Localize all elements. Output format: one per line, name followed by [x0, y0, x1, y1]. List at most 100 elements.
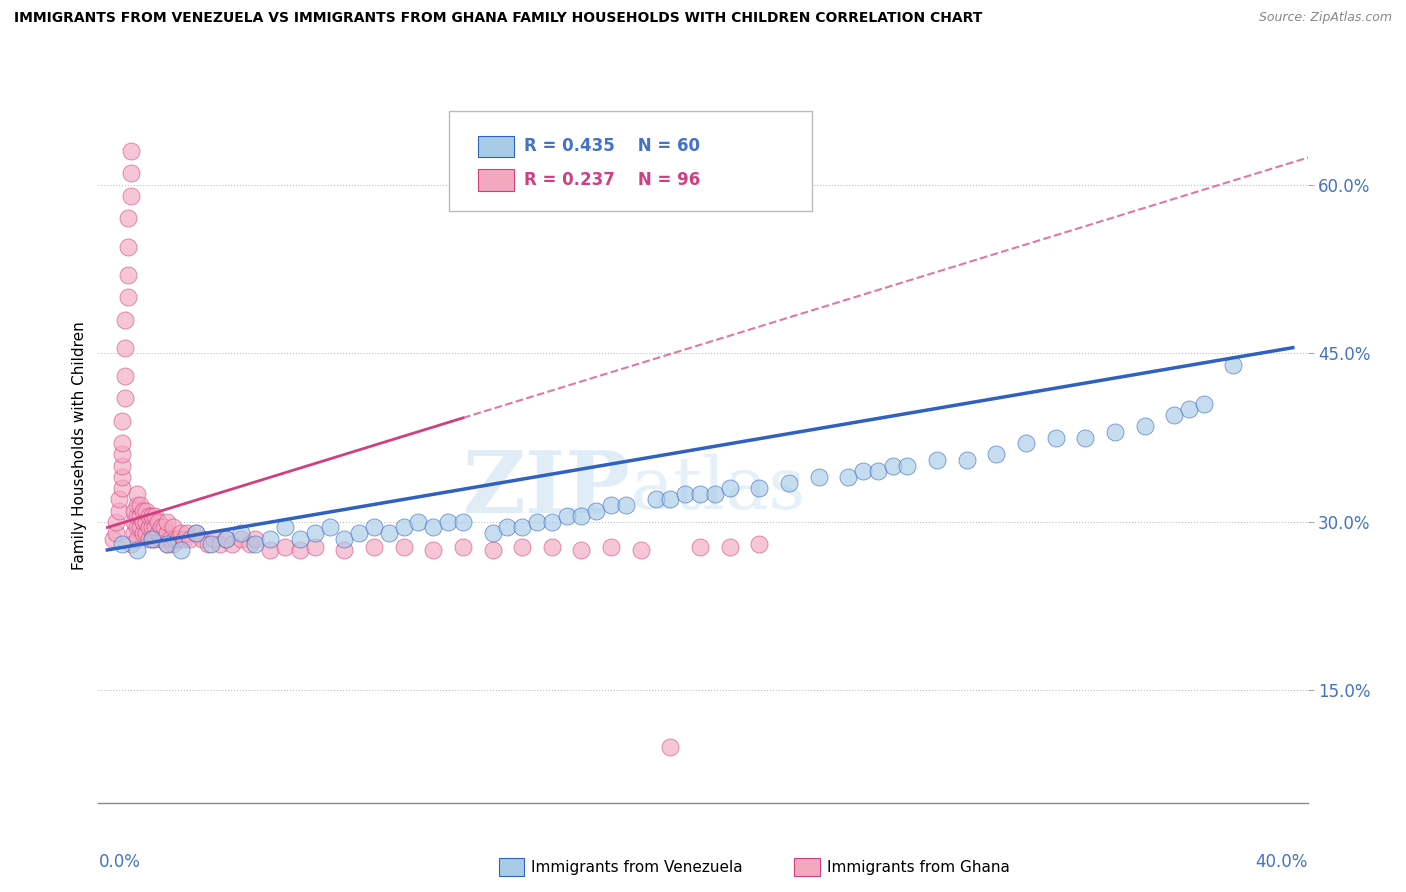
- Point: [155, 537, 177, 551]
- Point: [143, 520, 166, 534]
- Point: [1222, 358, 1244, 372]
- Point: [510, 540, 533, 554]
- Point: [111, 537, 134, 551]
- Point: [1133, 419, 1156, 434]
- Point: [422, 520, 444, 534]
- Point: [288, 543, 311, 558]
- Bar: [478, 169, 515, 191]
- Point: [141, 532, 163, 546]
- Point: [197, 537, 219, 551]
- Point: [748, 537, 770, 551]
- Point: [215, 532, 238, 546]
- Point: [141, 532, 163, 546]
- Point: [837, 470, 859, 484]
- Point: [114, 391, 136, 405]
- Point: [1192, 397, 1215, 411]
- Point: [125, 498, 148, 512]
- Point: [927, 453, 949, 467]
- Point: [600, 498, 623, 512]
- Point: [111, 458, 134, 473]
- Point: [555, 509, 578, 524]
- Point: [146, 515, 169, 529]
- Point: [152, 520, 174, 534]
- Point: [120, 189, 142, 203]
- Point: [363, 540, 385, 554]
- Point: [149, 532, 172, 546]
- Point: [143, 532, 166, 546]
- Point: [274, 540, 297, 554]
- Point: [229, 526, 252, 541]
- Point: [318, 520, 340, 534]
- Point: [1074, 431, 1097, 445]
- Point: [689, 487, 711, 501]
- Point: [155, 515, 177, 529]
- Point: [1015, 436, 1038, 450]
- Point: [239, 537, 262, 551]
- Point: [703, 487, 725, 501]
- Point: [117, 290, 139, 304]
- Point: [108, 492, 131, 507]
- Point: [1045, 431, 1067, 445]
- Point: [120, 166, 142, 180]
- Text: Source: ZipAtlas.com: Source: ZipAtlas.com: [1258, 11, 1392, 24]
- Point: [451, 540, 474, 554]
- Text: IMMIGRANTS FROM VENEZUELA VS IMMIGRANTS FROM GHANA FAMILY HOUSEHOLDS WITH CHILDR: IMMIGRANTS FROM VENEZUELA VS IMMIGRANTS …: [14, 11, 983, 25]
- Point: [200, 537, 222, 551]
- Text: R = 0.237    N = 96: R = 0.237 N = 96: [524, 171, 700, 189]
- Point: [956, 453, 979, 467]
- Point: [208, 537, 231, 551]
- Point: [111, 481, 134, 495]
- Point: [173, 532, 195, 546]
- Point: [526, 515, 548, 529]
- Point: [866, 464, 889, 478]
- Text: Immigrants from Venezuela: Immigrants from Venezuela: [531, 860, 744, 874]
- Point: [392, 540, 415, 554]
- Point: [114, 312, 136, 326]
- Point: [111, 447, 134, 461]
- Point: [122, 515, 145, 529]
- Point: [120, 537, 142, 551]
- Point: [111, 414, 134, 428]
- Point: [170, 526, 193, 541]
- Point: [215, 532, 238, 546]
- Point: [103, 532, 125, 546]
- Point: [659, 739, 682, 754]
- Point: [274, 520, 297, 534]
- Point: [481, 543, 503, 558]
- Point: [288, 532, 311, 546]
- Point: [673, 487, 696, 501]
- Point: [122, 503, 145, 517]
- Point: [117, 239, 139, 253]
- Point: [152, 532, 174, 546]
- Point: [571, 509, 593, 524]
- Point: [111, 470, 134, 484]
- Point: [132, 515, 155, 529]
- Point: [125, 520, 148, 534]
- Text: atlas: atlas: [630, 453, 806, 524]
- Point: [481, 526, 503, 541]
- Point: [422, 543, 444, 558]
- Point: [176, 526, 198, 541]
- Point: [614, 498, 637, 512]
- Point: [630, 543, 652, 558]
- Point: [191, 532, 214, 546]
- Point: [162, 537, 184, 551]
- Point: [392, 520, 415, 534]
- Point: [179, 532, 201, 546]
- Point: [333, 543, 356, 558]
- Point: [245, 532, 267, 546]
- Point: [600, 540, 623, 554]
- Point: [117, 211, 139, 226]
- Point: [540, 515, 562, 529]
- Point: [122, 526, 145, 541]
- Point: [347, 526, 370, 541]
- Point: [245, 537, 267, 551]
- Point: [155, 526, 177, 541]
- Y-axis label: Family Households with Children: Family Households with Children: [72, 322, 87, 570]
- Point: [167, 532, 190, 546]
- Point: [125, 509, 148, 524]
- Text: R = 0.435    N = 60: R = 0.435 N = 60: [524, 137, 700, 155]
- Point: [108, 503, 131, 517]
- Point: [1163, 408, 1185, 422]
- Point: [659, 492, 682, 507]
